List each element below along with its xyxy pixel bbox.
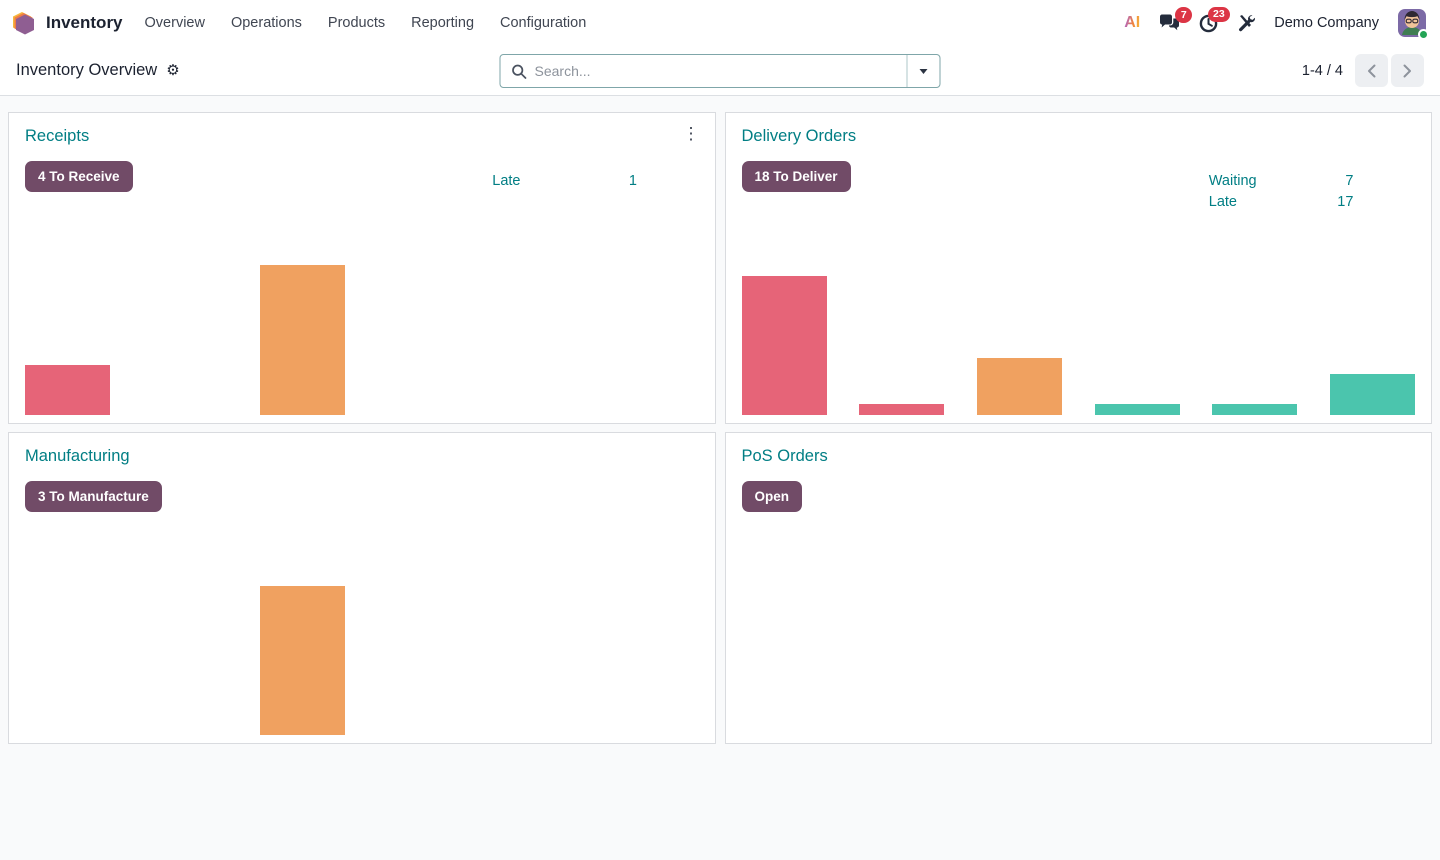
chart-bar[interactable] <box>1329 374 1415 415</box>
chart-bar[interactable] <box>260 586 346 735</box>
card-receipts: Receipts ⋮ 4 To Receive Late 1 <box>8 112 716 424</box>
chart-bar[interactable] <box>1094 404 1180 415</box>
chart-slot <box>726 276 844 415</box>
card-pos-orders: PoS Orders Open <box>724 432 1432 744</box>
to-manufacture-button[interactable]: 3 To Manufacture <box>25 481 162 512</box>
pager-previous-button[interactable] <box>1355 54 1388 87</box>
company-switcher[interactable]: Demo Company <box>1274 15 1379 31</box>
chart-slot <box>9 365 127 415</box>
menu-operations[interactable]: Operations <box>230 15 302 31</box>
chevron-down-icon <box>919 68 928 74</box>
to-deliver-button[interactable]: 18 To Deliver <box>741 161 851 192</box>
breadcrumb: Inventory Overview ⚙ <box>16 61 180 80</box>
chevron-right-icon <box>1403 64 1411 77</box>
open-button[interactable]: Open <box>741 481 803 512</box>
card-manufacturing: Manufacturing 3 To Manufacture <box>8 432 716 744</box>
messages-icon[interactable]: 7 <box>1159 7 1193 32</box>
wrench-screwdriver-icon <box>1239 15 1256 32</box>
stat-label: Late <box>1208 194 1237 210</box>
main-menu: Overview Operations Products Reporting C… <box>145 15 587 31</box>
app-name[interactable]: Inventory <box>46 13 123 32</box>
chart-slot <box>1196 404 1314 415</box>
search-input[interactable] <box>534 63 907 79</box>
search-filters-toggle[interactable] <box>906 55 940 87</box>
chart-slot <box>843 404 961 415</box>
menu-overview[interactable]: Overview <box>144 15 205 31</box>
card-title-receipts[interactable]: Receipts <box>25 127 90 145</box>
kebab-menu-icon[interactable]: ⋮ <box>682 124 700 143</box>
stat-late[interactable]: Late 17 <box>1209 192 1354 213</box>
pager-range: 1-4 / 4 <box>1301 62 1343 79</box>
chart-bar[interactable] <box>976 358 1062 415</box>
menu-products[interactable]: Products <box>327 15 386 31</box>
stat-label: Waiting <box>1208 173 1257 189</box>
search-icon <box>512 64 527 79</box>
chart-slot <box>961 358 1079 415</box>
card-delivery-orders: Delivery Orders 18 To Deliver Waiting 7 … <box>724 112 1432 424</box>
overview-dashboard: Receipts ⋮ 4 To Receive Late 1 Delivery … <box>0 96 1440 760</box>
chart-slot <box>1313 374 1431 415</box>
chevron-left-icon <box>1368 64 1376 77</box>
ai-icon[interactable]: AI <box>1124 14 1141 31</box>
card-title-delivery-orders[interactable]: Delivery Orders <box>741 127 857 145</box>
page-title: Inventory Overview <box>16 61 158 79</box>
card-title-manufacturing[interactable]: Manufacturing <box>25 447 130 465</box>
search-bar <box>499 54 941 88</box>
tools-icon[interactable] <box>1237 14 1256 32</box>
stat-value: 17 <box>1337 194 1354 210</box>
receipts-bar-chart <box>9 250 715 415</box>
delivery-bar-chart <box>726 250 1432 415</box>
manufacturing-bar-chart <box>9 570 715 735</box>
chart-bar[interactable] <box>859 404 945 415</box>
menu-reporting[interactable]: Reporting <box>411 15 475 31</box>
chart-slot <box>1078 404 1196 415</box>
chat-bubbles-icon <box>1160 14 1180 31</box>
app-switcher[interactable]: Inventory <box>12 11 123 36</box>
activities-icon[interactable]: 23 <box>1199 6 1231 33</box>
systray: AI 7 23 Demo Company <box>1124 6 1429 40</box>
gear-icon[interactable]: ⚙ <box>166 62 180 79</box>
chart-slot <box>244 265 362 415</box>
stat-late[interactable]: Late 1 <box>492 171 637 192</box>
stat-value: 1 <box>628 173 637 189</box>
top-navbar: Inventory Overview Operations Products R… <box>0 0 1440 46</box>
messages-badge: 7 <box>1175 7 1193 23</box>
stat-waiting[interactable]: Waiting 7 <box>1209 171 1354 192</box>
stat-label: Late <box>492 173 521 189</box>
card-title-pos-orders[interactable]: PoS Orders <box>741 447 828 465</box>
activities-badge: 23 <box>1207 6 1231 23</box>
chart-bar[interactable] <box>25 365 111 415</box>
pager: 1-4 / 4 <box>1302 54 1424 87</box>
pager-next-button[interactable] <box>1391 54 1424 87</box>
chart-bar[interactable] <box>1212 404 1298 415</box>
inventory-app-icon <box>13 11 34 34</box>
menu-configuration[interactable]: Configuration <box>500 15 587 31</box>
chart-bar[interactable] <box>260 265 346 415</box>
stat-value: 7 <box>1345 173 1354 189</box>
online-status-dot <box>1418 29 1429 40</box>
control-panel: Inventory Overview ⚙ 1-4 / 4 <box>0 46 1440 96</box>
chart-bar[interactable] <box>741 276 827 415</box>
to-receive-button[interactable]: 4 To Receive <box>25 161 133 192</box>
delivery-stats: Waiting 7 Late 17 <box>1209 171 1354 213</box>
receipts-stats: Late 1 <box>492 171 637 192</box>
user-menu[interactable] <box>1398 9 1429 40</box>
chart-slot <box>244 586 362 735</box>
